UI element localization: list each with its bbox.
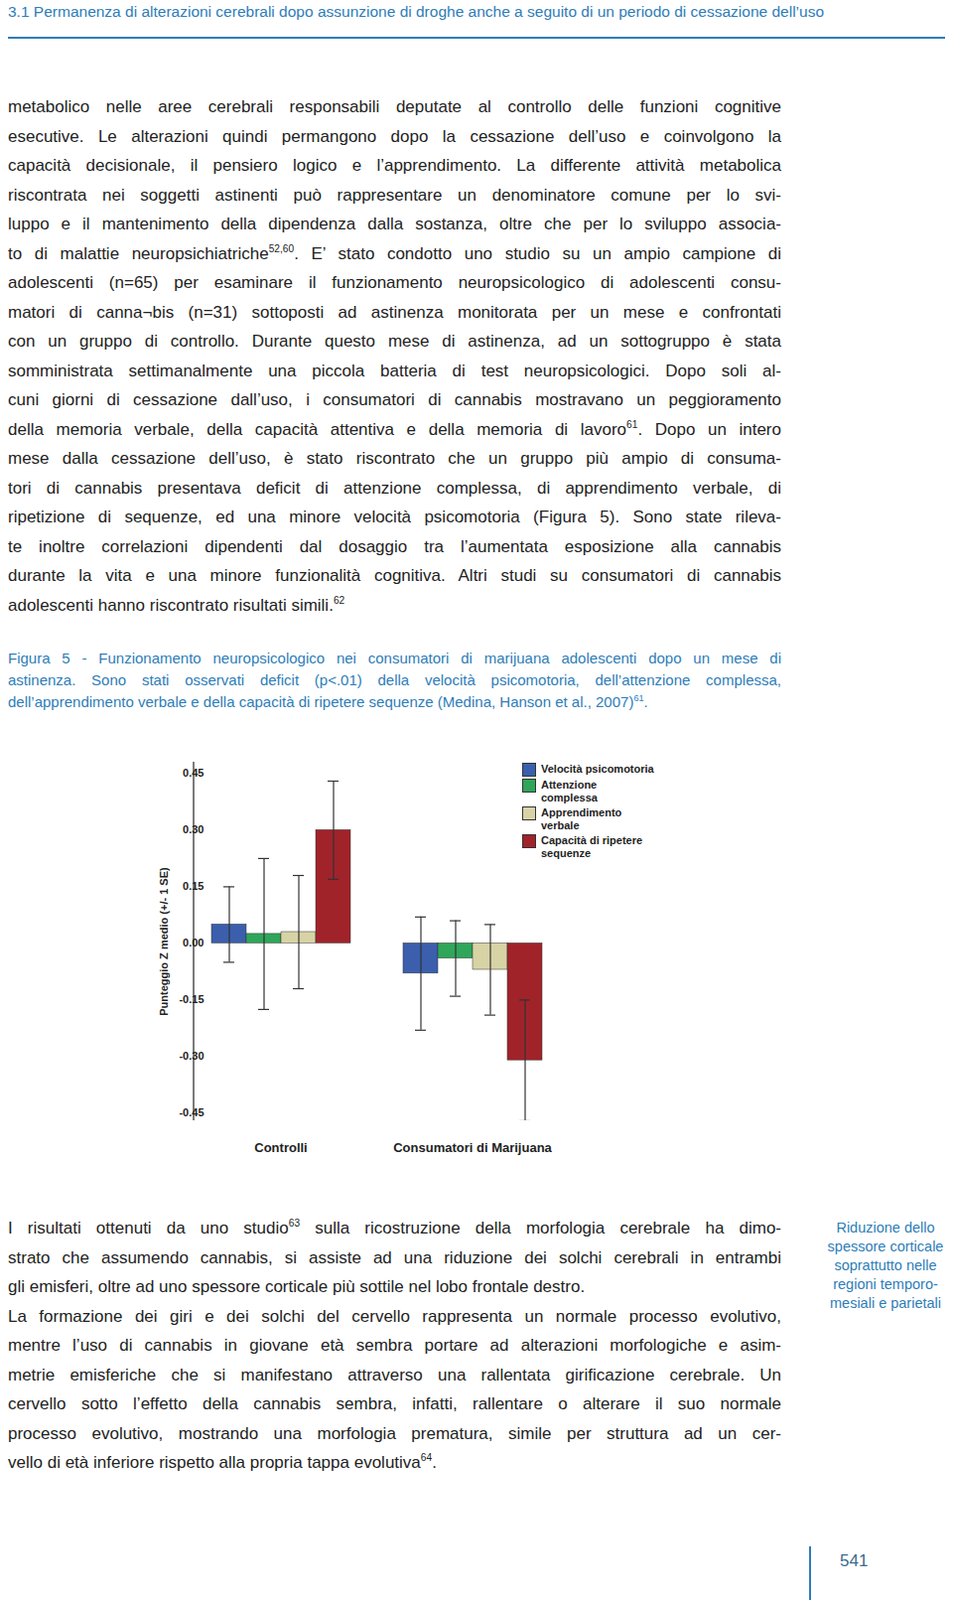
html-text:Capacità di ripetere sequenze: Capacità di ripetere sequenze [541,833,643,859]
html-text:to di malattie neuropsichiatri: to di malattie neuropsichiatriche52,60. … [7,243,782,263]
html-text:somministrata settimanalmente: somministrata settimanalmente una piccol… [7,361,782,381]
html-text:matori di canna¬bis (n=31) sot: matori di canna¬bis (n=31) sottoposti ad… [7,302,782,322]
html-text:vello di età inferiore rispett: vello di età inferiore rispetto alla pro… [7,1451,437,1472]
html-text:con un gruppo di controllo. Du: con un gruppo di controllo. Durante ques… [7,331,782,351]
html-text:Attenzione complessa: Attenzione complessa [541,778,598,804]
html-text:mese dalla cessazione dell’uso: mese dalla cessazione dell’uso, è stato … [7,449,782,468]
html-text:adolescenti (n=65) per esamina: adolescenti (n=65) per esaminare il funz… [7,273,782,293]
html-text:adolescenti hanno riscontrato: adolescenti hanno riscontrato risultati … [7,594,345,615]
svg-text:Controlli: Controlli [254,1139,307,1155]
html-text:metabolico nelle aree cerebral: metabolico nelle aree cerebrali responsa… [7,97,782,117]
svg-text:-0.15: -0.15 [178,992,204,1005]
html-text:luppo e il mantenimento della: luppo e il mantenimento della dipendenza… [7,214,782,234]
html-text:regioni temporo-: regioni temporo- [833,1275,938,1292]
html-text:cuni giorni di cessazione dall: cuni giorni di cessazione dall’uso, i co… [7,390,782,410]
html-text:astinenza. Sono stati osservat: astinenza. Sono stati osservati deficit … [7,671,782,688]
html-text:ripetizione di sequenze, ed un: ripetizione di sequenze, ed una minore v… [7,507,782,527]
svg-text:0.30: 0.30 [182,823,205,836]
html-text:Figura 5 - Funzionamento neuro: Figura 5 - Funzionamento neuropsicologic… [7,649,782,667]
html-text:esecutive. Le alterazioni quin: esecutive. Le alterazioni quindi permang… [7,126,782,146]
html-text:dell’apprendimento verbale e d: dell’apprendimento verbale e della capac… [7,692,648,710]
html-text:I risultati ottenuti da uno st: I risultati ottenuti da uno studio63sull… [7,1217,782,1238]
html-text:riscontrata nei soggetti astin: riscontrata nei soggetti astinenti può r… [7,185,782,205]
html-text:Velocità psicomotoria: Velocità psicomotoria [541,762,654,775]
svg-text:Consumatori di Marijuana: Consumatori di Marijuana [393,1139,552,1155]
html-text:La formazione dei giri e dei s: La formazione dei giri e dei solchi del … [7,1306,782,1326]
svg-text:0.45: 0.45 [182,766,205,779]
html-text:processo evolutivo, mostrando: processo evolutivo, mostrando una morfol… [7,1423,782,1443]
html-text:tori di cannabis presentava de: tori di cannabis presentava deficit di a… [7,478,782,498]
html-text:strato che assumendo cannabis,: strato che assumendo cannabis, si assist… [7,1247,782,1267]
html-text:spessore corticale: spessore corticale [827,1237,944,1254]
svg-text:0.15: 0.15 [182,879,205,892]
html-text:capacità decisionale, il pensi: capacità decisionale, il pensiero logico… [7,156,782,176]
html-text:metrie emisferiche che si mani: metrie emisferiche che si manifestano at… [7,1364,782,1384]
svg-text:-0.30: -0.30 [178,1049,204,1062]
html-text:mesiali e parietali: mesiali e parietali [829,1294,942,1311]
html-text:gli emisferi, oltre ad uno spe: gli emisferi, oltre ad uno spessore cort… [7,1276,585,1296]
html-text:cervello sotto l’effetto della: cervello sotto l’effetto della cannabis … [7,1394,782,1413]
svg-text:-0.45: -0.45 [178,1105,204,1118]
svg-text:0.00: 0.00 [182,936,205,949]
html-text:541: 541 [839,1550,869,1570]
svg-text:Punteggio Z medio (+/- 1 SE): Punteggio Z medio (+/- 1 SE) [157,866,170,1016]
html-text:soprattutto nelle: soprattutto nelle [834,1256,937,1273]
html-text:durante la vita e una minore f: durante la vita e una minore funzionalit… [7,566,782,586]
html-text:mentre l’uso di cannabis in gi: mentre l’uso di cannabis in giovane età … [7,1335,782,1355]
html-text:della memoria verbale, della c: della memoria verbale, della capacità at… [7,419,782,439]
html-text:3.1 Permanenza di alterazioni: 3.1 Permanenza di alterazioni cerebrali … [7,2,824,20]
html-text:Riduzione dello: Riduzione dello [836,1219,935,1235]
html-text:Apprendimento verbale: Apprendimento verbale [541,806,622,831]
html-text:te inoltre correlazioni dipend: te inoltre correlazioni dipendenti dal d… [7,536,782,556]
